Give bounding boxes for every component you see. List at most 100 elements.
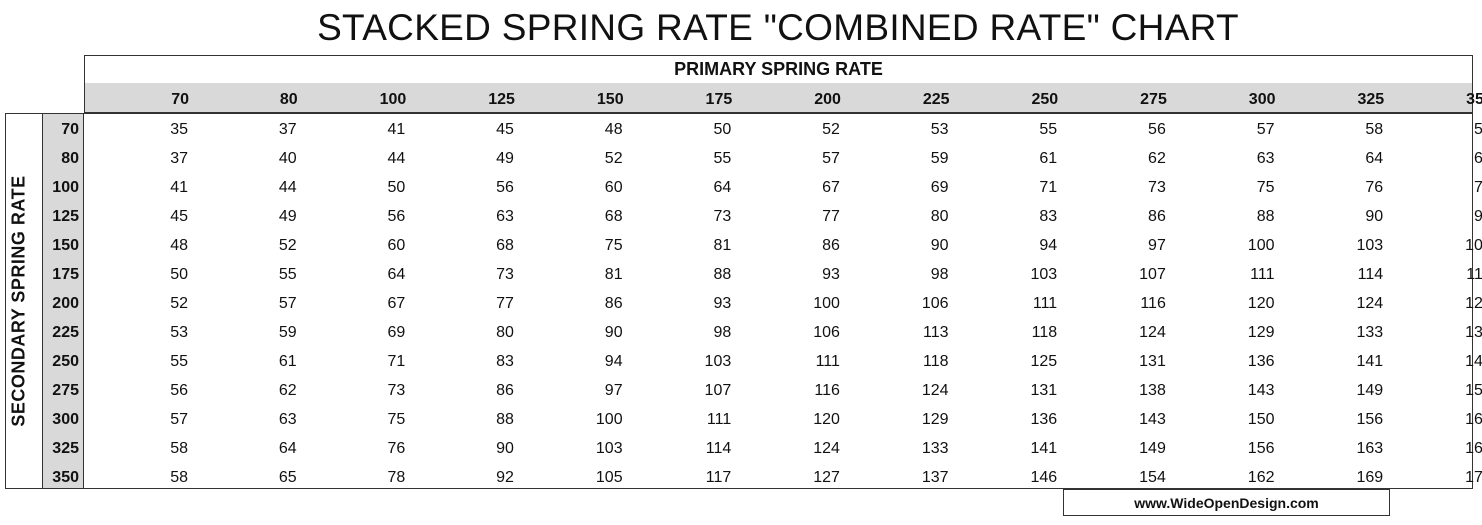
table-cell: 49: [496, 150, 514, 167]
table-cell: 71: [1039, 179, 1058, 196]
table-cell: 86: [822, 237, 840, 254]
table-cell: 169: [1356, 469, 1384, 486]
row-header-350: 350: [52, 469, 79, 486]
table-cell: 58: [1365, 121, 1384, 138]
table-cell: 93: [822, 266, 840, 283]
table-cell: 98: [713, 324, 732, 341]
table-cell: 60: [604, 179, 623, 196]
table-cell: 60: [387, 237, 406, 254]
table-cell: 124: [921, 382, 949, 399]
table-cell: 64: [713, 179, 732, 196]
table-cell: 136: [1247, 353, 1275, 370]
table-cell: 106: [921, 295, 949, 312]
table-cell: 55: [1039, 121, 1058, 138]
table-cell: 149: [1356, 382, 1384, 399]
table-cell: 41: [170, 179, 188, 196]
table-cell: 63: [496, 208, 514, 225]
table-cell: 88: [1256, 208, 1275, 225]
table-cell: 75: [1256, 179, 1275, 196]
table-cell: 75: [387, 411, 406, 428]
table-cell: 58: [1474, 121, 1482, 138]
table-cell: 56: [1148, 121, 1166, 138]
table-cell: 154: [1465, 382, 1482, 399]
column-header-row: 70 80 100 125 150 175 200 225 250 275 300 325 350: [84, 83, 1482, 112]
table-cell: 53: [930, 121, 949, 138]
table-cell: 73: [387, 382, 406, 399]
table-cell: 59: [930, 150, 949, 167]
table-cell: 37: [170, 150, 188, 167]
table-cell: 129: [1247, 324, 1275, 341]
table-cell: 77: [496, 295, 514, 312]
table-cell: 118: [1031, 324, 1058, 341]
table-cell: 143: [1247, 382, 1275, 399]
table-cell: 120: [1247, 295, 1275, 312]
column-header-125: 125: [488, 91, 515, 108]
table-cell: 120: [813, 411, 840, 428]
table-cell: 45: [170, 208, 188, 225]
table-cell: 138: [1139, 382, 1166, 399]
table-cell: 150: [1247, 411, 1275, 428]
table-cell: 83: [496, 353, 514, 370]
row-header-200: 200: [52, 295, 79, 312]
table-cell: 90: [1365, 208, 1384, 225]
table-cell: 175: [1465, 469, 1482, 486]
table-cell: 90: [604, 324, 623, 341]
table-cell: 49: [278, 208, 297, 225]
table-cell: 64: [387, 266, 406, 283]
table-cell: 57: [278, 295, 297, 312]
table-cell: 163: [1356, 440, 1384, 457]
table-cell: 77: [822, 208, 840, 225]
table-cell: 156: [1356, 411, 1384, 428]
table-cell: 58: [170, 440, 188, 457]
table-cell: 37: [278, 121, 297, 138]
table-cell: 63: [278, 411, 297, 428]
secondary-spring-rate-label: SECONDARY SPRING RATE: [8, 175, 29, 427]
table-cell: 81: [713, 237, 732, 254]
table-cell: 133: [1356, 324, 1384, 341]
table-cell: 136: [1030, 411, 1058, 428]
table-cell: 117: [705, 469, 732, 486]
table-cell: 106: [813, 324, 840, 341]
table-cell: 143: [1139, 411, 1166, 428]
table-cell: 76: [387, 440, 406, 457]
row-header-125: 125: [52, 208, 79, 225]
primary-spring-rate-label: PRIMARY SPRING RATE: [84, 55, 1473, 83]
column-header-325: 325: [1357, 91, 1385, 108]
table-cell: 78: [1474, 179, 1482, 196]
table-cell: 58: [170, 469, 188, 486]
column-header-350: 350: [1466, 91, 1482, 108]
row-header-325: 325: [52, 440, 79, 457]
table-cell: 156: [1247, 440, 1275, 457]
table-cell: 94: [1039, 237, 1058, 254]
table-cell: 56: [387, 208, 406, 225]
table-cell: 86: [1148, 208, 1166, 225]
table-cell: 55: [170, 353, 188, 370]
table-cell: 86: [496, 382, 514, 399]
table-cell: 53: [170, 324, 188, 341]
table-cell: 50: [713, 121, 732, 138]
table-cell: 131: [1139, 353, 1166, 370]
table-cell: 55: [278, 266, 297, 283]
table-cell: 41: [387, 121, 406, 138]
table-cell: 88: [713, 266, 732, 283]
table-cell: 100: [1247, 237, 1275, 254]
table-cell: 169: [1465, 440, 1482, 457]
table-cell: 83: [1039, 208, 1058, 225]
table-cell: 80: [930, 208, 949, 225]
table-cell: 162: [1465, 411, 1482, 428]
table-cell: 98: [930, 266, 949, 283]
table-cell: 149: [1139, 440, 1166, 457]
table-cell: 146: [1030, 469, 1058, 486]
table-cell: 50: [387, 179, 406, 196]
table-cell: 55: [713, 150, 732, 167]
table-cell: 62: [278, 382, 297, 399]
column-header-70: 70: [171, 91, 189, 108]
table-cell: 71: [387, 353, 406, 370]
website-credit: www.WideOpenDesign.com: [1063, 489, 1390, 516]
table-cell: 44: [387, 150, 406, 167]
row-header-80: 80: [61, 150, 79, 167]
table-cell: 125: [1030, 353, 1058, 370]
table-cell: 111: [1250, 266, 1275, 283]
table-cell: 111: [1032, 295, 1058, 312]
combined-rate-grid: 35 37 41 45 48 50 52 53 55 56 57 58 58 37 40 44 49 52 55 57…: [84, 113, 1482, 489]
